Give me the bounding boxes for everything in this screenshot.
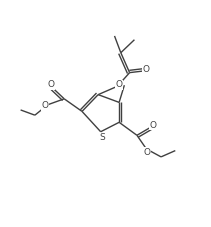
Text: O: O — [149, 121, 156, 130]
Text: O: O — [42, 101, 49, 110]
Text: O: O — [142, 65, 149, 74]
Text: O: O — [116, 80, 123, 89]
Text: S: S — [99, 133, 105, 142]
Text: O: O — [47, 80, 54, 89]
Text: O: O — [144, 148, 151, 157]
